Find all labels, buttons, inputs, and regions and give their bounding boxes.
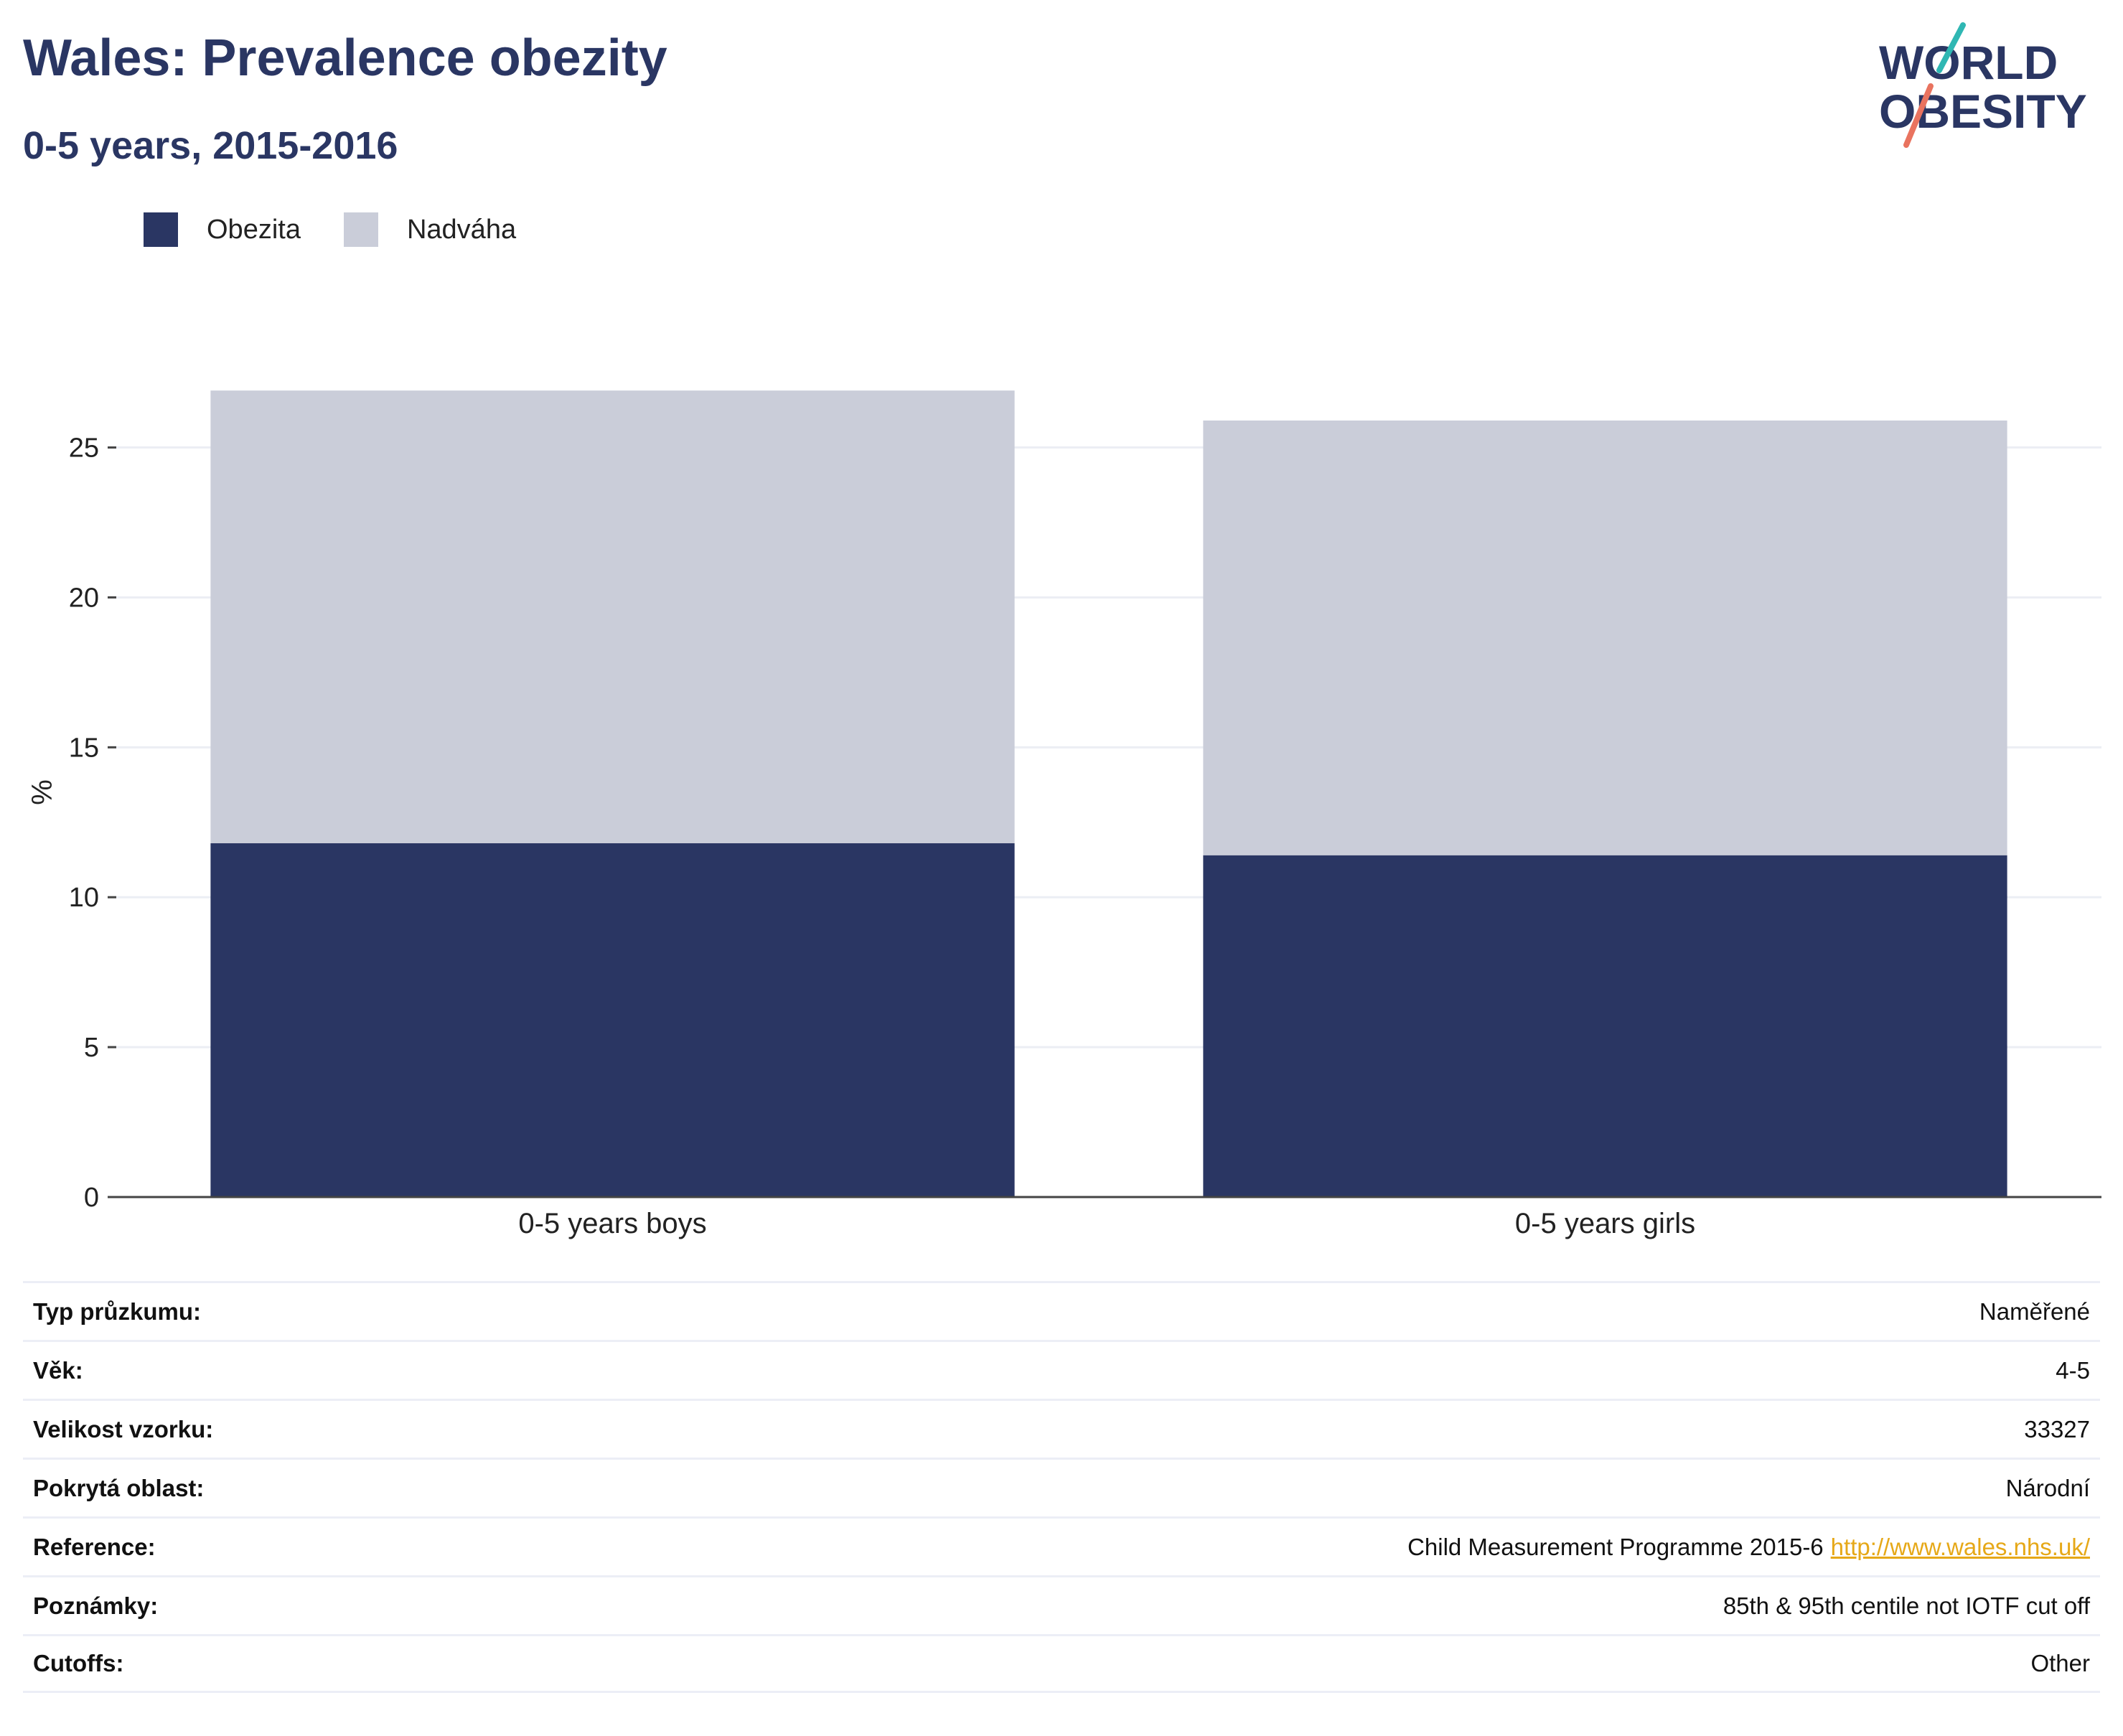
info-row-area-covered: Pokrytá oblast: Národní <box>23 1458 2100 1516</box>
bar-obezita <box>1203 855 2007 1197</box>
info-row-sample-size: Velikost vzorku: 33327 <box>23 1399 2100 1458</box>
info-row-cutoffs: Cutoffs: Other <box>23 1634 2100 1693</box>
stacked-bar-chart: 0 5 10 15 20 25 0-5 years boys 0-5 years girls% <box>27 390 2101 1239</box>
info-row-notes: Poznámky: 85th & 95th centile not IOTF c… <box>23 1575 2100 1634</box>
info-value: Other <box>2030 1650 2090 1676</box>
info-row-age: Věk: 4-5 <box>23 1340 2100 1399</box>
logo-coral-slash <box>1903 83 1934 148</box>
legend-item-nadvaha[interactable]: Nadváha <box>343 212 517 247</box>
legend-item-obezita[interactable]: Obezita <box>144 212 301 247</box>
reference-text: Child Measurement Programme 2015-6 <box>1407 1533 1824 1560</box>
legend-swatch-nadvaha <box>343 212 378 247</box>
page-title: Wales: Prevalence obezity <box>23 29 667 87</box>
info-value: Národní <box>2005 1474 2090 1501</box>
x-tick-label: 0-5 years boys <box>518 1208 706 1239</box>
info-key: Reference: <box>33 1533 156 1560</box>
info-key: Pokrytá oblast: <box>33 1474 205 1501</box>
legend-label-nadvaha: Nadváha <box>406 214 517 245</box>
bar-nadvaha <box>1203 420 2007 855</box>
legend: Obezita Nadváha <box>144 212 559 247</box>
info-key: Poznámky: <box>33 1592 159 1619</box>
info-key: Typ průzkumu: <box>33 1298 202 1325</box>
info-value: 33327 <box>2024 1415 2090 1442</box>
info-value: 4-5 <box>2056 1356 2090 1384</box>
y-tick-label: 10 <box>69 883 99 913</box>
bar-obezita <box>210 843 1015 1197</box>
info-table: Typ průzkumu: Naměřené Věk: 4-5 Velikost… <box>23 1281 2100 1693</box>
reference-link[interactable]: http://www.wales.nhs.uk/ <box>1830 1533 2090 1560</box>
legend-label-obezita: Obezita <box>207 214 301 245</box>
info-value-reference: Child Measurement Programme 2015-6 http:/… <box>1407 1534 2090 1561</box>
info-row-reference: Reference: Child Measurement Programme 2… <box>23 1516 2100 1575</box>
y-tick-label: 25 <box>69 433 99 464</box>
info-key: Cutoffs: <box>33 1650 124 1676</box>
page-subtitle: 0-5 years, 2015-2016 <box>23 124 398 167</box>
logo-text-world: WORLD <box>1879 36 2058 89</box>
y-tick-label: 15 <box>69 733 99 763</box>
y-tick-label: 0 <box>84 1183 99 1213</box>
legend-swatch-obezita <box>144 212 178 247</box>
y-tick-label: 5 <box>84 1033 99 1063</box>
y-axis-label: % <box>27 779 58 805</box>
logo-teal-slash <box>1936 22 1966 73</box>
bar-nadvaha <box>210 390 1015 844</box>
info-key: Velikost vzorku: <box>33 1415 214 1442</box>
world-obesity-logo: WORLD OBESITY <box>1879 22 2087 148</box>
info-value: 85th & 95th centile not IOTF cut off <box>1723 1592 2090 1619</box>
x-tick-label: 0-5 years girls <box>1515 1208 1695 1239</box>
info-row-survey-type: Typ průzkumu: Naměřené <box>23 1281 2100 1340</box>
y-tick-label: 20 <box>69 583 99 613</box>
info-value: Naměřené <box>1979 1298 2090 1325</box>
info-key: Věk: <box>33 1356 83 1384</box>
